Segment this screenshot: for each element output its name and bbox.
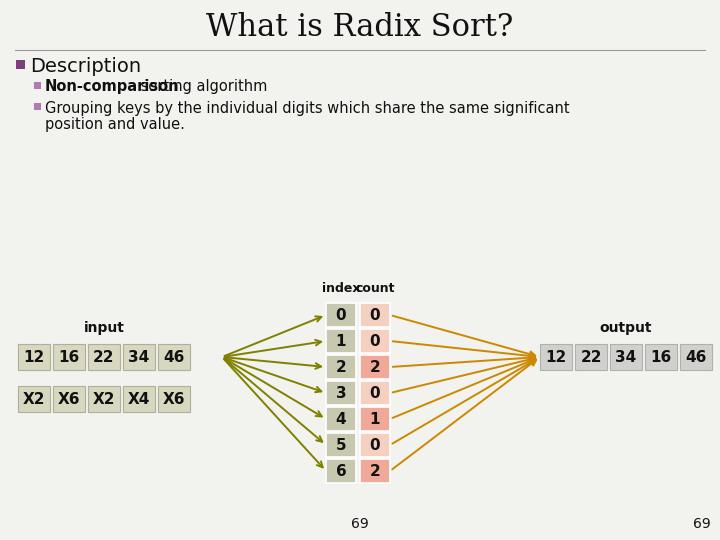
FancyBboxPatch shape	[53, 386, 85, 412]
FancyBboxPatch shape	[575, 344, 607, 370]
Text: 2: 2	[369, 360, 380, 375]
Text: sorting algorithm: sorting algorithm	[136, 79, 267, 94]
FancyBboxPatch shape	[18, 344, 50, 370]
Text: 6: 6	[336, 463, 346, 478]
FancyBboxPatch shape	[123, 344, 155, 370]
Text: 69: 69	[693, 517, 711, 531]
Text: output: output	[600, 321, 652, 335]
Text: 22: 22	[580, 349, 602, 364]
FancyBboxPatch shape	[18, 386, 50, 412]
FancyBboxPatch shape	[645, 344, 677, 370]
Text: 16: 16	[650, 349, 672, 364]
Text: Description: Description	[30, 57, 141, 76]
Text: 46: 46	[685, 349, 707, 364]
Text: X2: X2	[23, 392, 45, 407]
FancyBboxPatch shape	[610, 344, 642, 370]
FancyBboxPatch shape	[326, 329, 356, 353]
Text: X2: X2	[93, 392, 115, 407]
FancyBboxPatch shape	[53, 344, 85, 370]
Text: 1: 1	[370, 411, 380, 427]
Text: 46: 46	[163, 349, 185, 364]
FancyBboxPatch shape	[326, 433, 356, 457]
Text: What is Radix Sort?: What is Radix Sort?	[207, 12, 513, 44]
FancyBboxPatch shape	[34, 82, 41, 89]
Text: X6: X6	[163, 392, 185, 407]
Text: 1: 1	[336, 334, 346, 348]
FancyBboxPatch shape	[326, 355, 356, 379]
Text: 4: 4	[336, 411, 346, 427]
Text: 0: 0	[336, 307, 346, 322]
FancyBboxPatch shape	[360, 459, 390, 483]
Text: 5: 5	[336, 437, 346, 453]
FancyBboxPatch shape	[360, 407, 390, 431]
FancyBboxPatch shape	[326, 407, 356, 431]
FancyBboxPatch shape	[360, 433, 390, 457]
FancyBboxPatch shape	[360, 355, 390, 379]
Text: 0: 0	[369, 437, 380, 453]
Text: Non-comparison: Non-comparison	[45, 79, 179, 94]
Text: count: count	[355, 282, 395, 295]
Text: X6: X6	[58, 392, 80, 407]
FancyBboxPatch shape	[158, 386, 190, 412]
FancyBboxPatch shape	[360, 329, 390, 353]
Text: position and value.: position and value.	[45, 117, 185, 132]
Text: 2: 2	[336, 360, 346, 375]
FancyBboxPatch shape	[158, 344, 190, 370]
Text: 69: 69	[351, 517, 369, 531]
FancyBboxPatch shape	[326, 459, 356, 483]
FancyBboxPatch shape	[123, 386, 155, 412]
FancyBboxPatch shape	[326, 381, 356, 405]
FancyBboxPatch shape	[360, 303, 390, 327]
FancyBboxPatch shape	[88, 344, 120, 370]
Text: 2: 2	[369, 463, 380, 478]
FancyBboxPatch shape	[540, 344, 572, 370]
Text: index: index	[322, 282, 360, 295]
FancyBboxPatch shape	[360, 381, 390, 405]
Text: input: input	[84, 321, 125, 335]
Text: 34: 34	[128, 349, 150, 364]
FancyBboxPatch shape	[680, 344, 712, 370]
Text: 12: 12	[545, 349, 567, 364]
Text: Grouping keys by the individual digits which share the same significant: Grouping keys by the individual digits w…	[45, 102, 570, 117]
Text: 3: 3	[336, 386, 346, 401]
Text: 0: 0	[369, 386, 380, 401]
Text: 0: 0	[369, 307, 380, 322]
Text: 12: 12	[23, 349, 45, 364]
FancyBboxPatch shape	[88, 386, 120, 412]
Text: X4: X4	[128, 392, 150, 407]
FancyBboxPatch shape	[34, 103, 41, 110]
FancyBboxPatch shape	[16, 60, 25, 69]
Text: 22: 22	[94, 349, 114, 364]
FancyBboxPatch shape	[326, 303, 356, 327]
Text: 16: 16	[58, 349, 80, 364]
Text: 0: 0	[369, 334, 380, 348]
Text: 34: 34	[616, 349, 636, 364]
